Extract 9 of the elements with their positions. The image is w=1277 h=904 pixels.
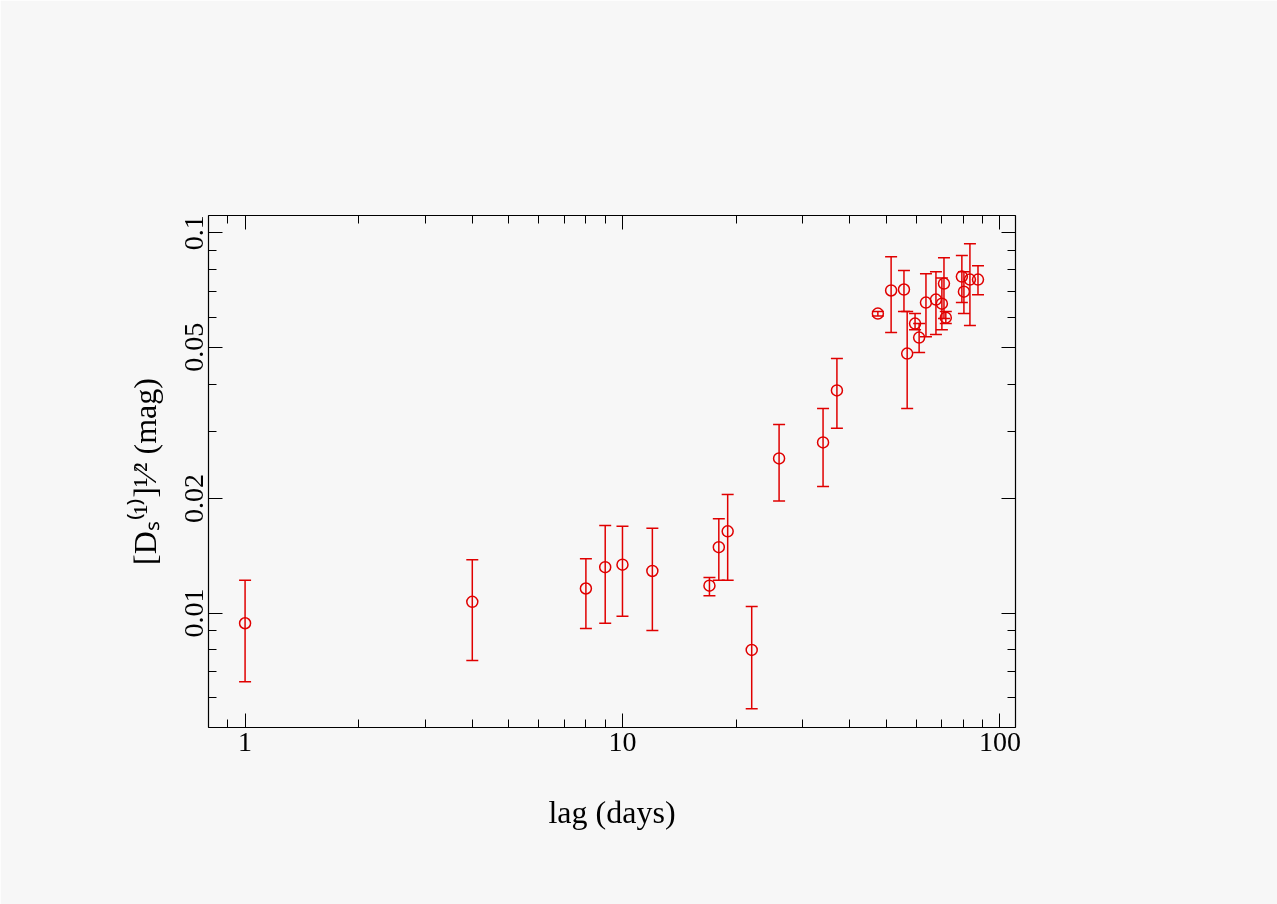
x-tick-label: 1	[238, 725, 253, 757]
y-tick-label: 0.05	[178, 322, 210, 372]
y-axis-title: [Dₛ⁽¹⁾]¹⁄² (mag)	[125, 378, 163, 565]
x-axis-title: lag (days)	[548, 793, 676, 830]
y-tick-label: 0.1	[178, 215, 210, 251]
y-tick-label: 0.02	[178, 474, 210, 524]
x-tick-label: 100	[978, 725, 1021, 757]
x-tick-label: 10	[608, 725, 637, 757]
y-tick-label: 0.01	[178, 588, 210, 638]
